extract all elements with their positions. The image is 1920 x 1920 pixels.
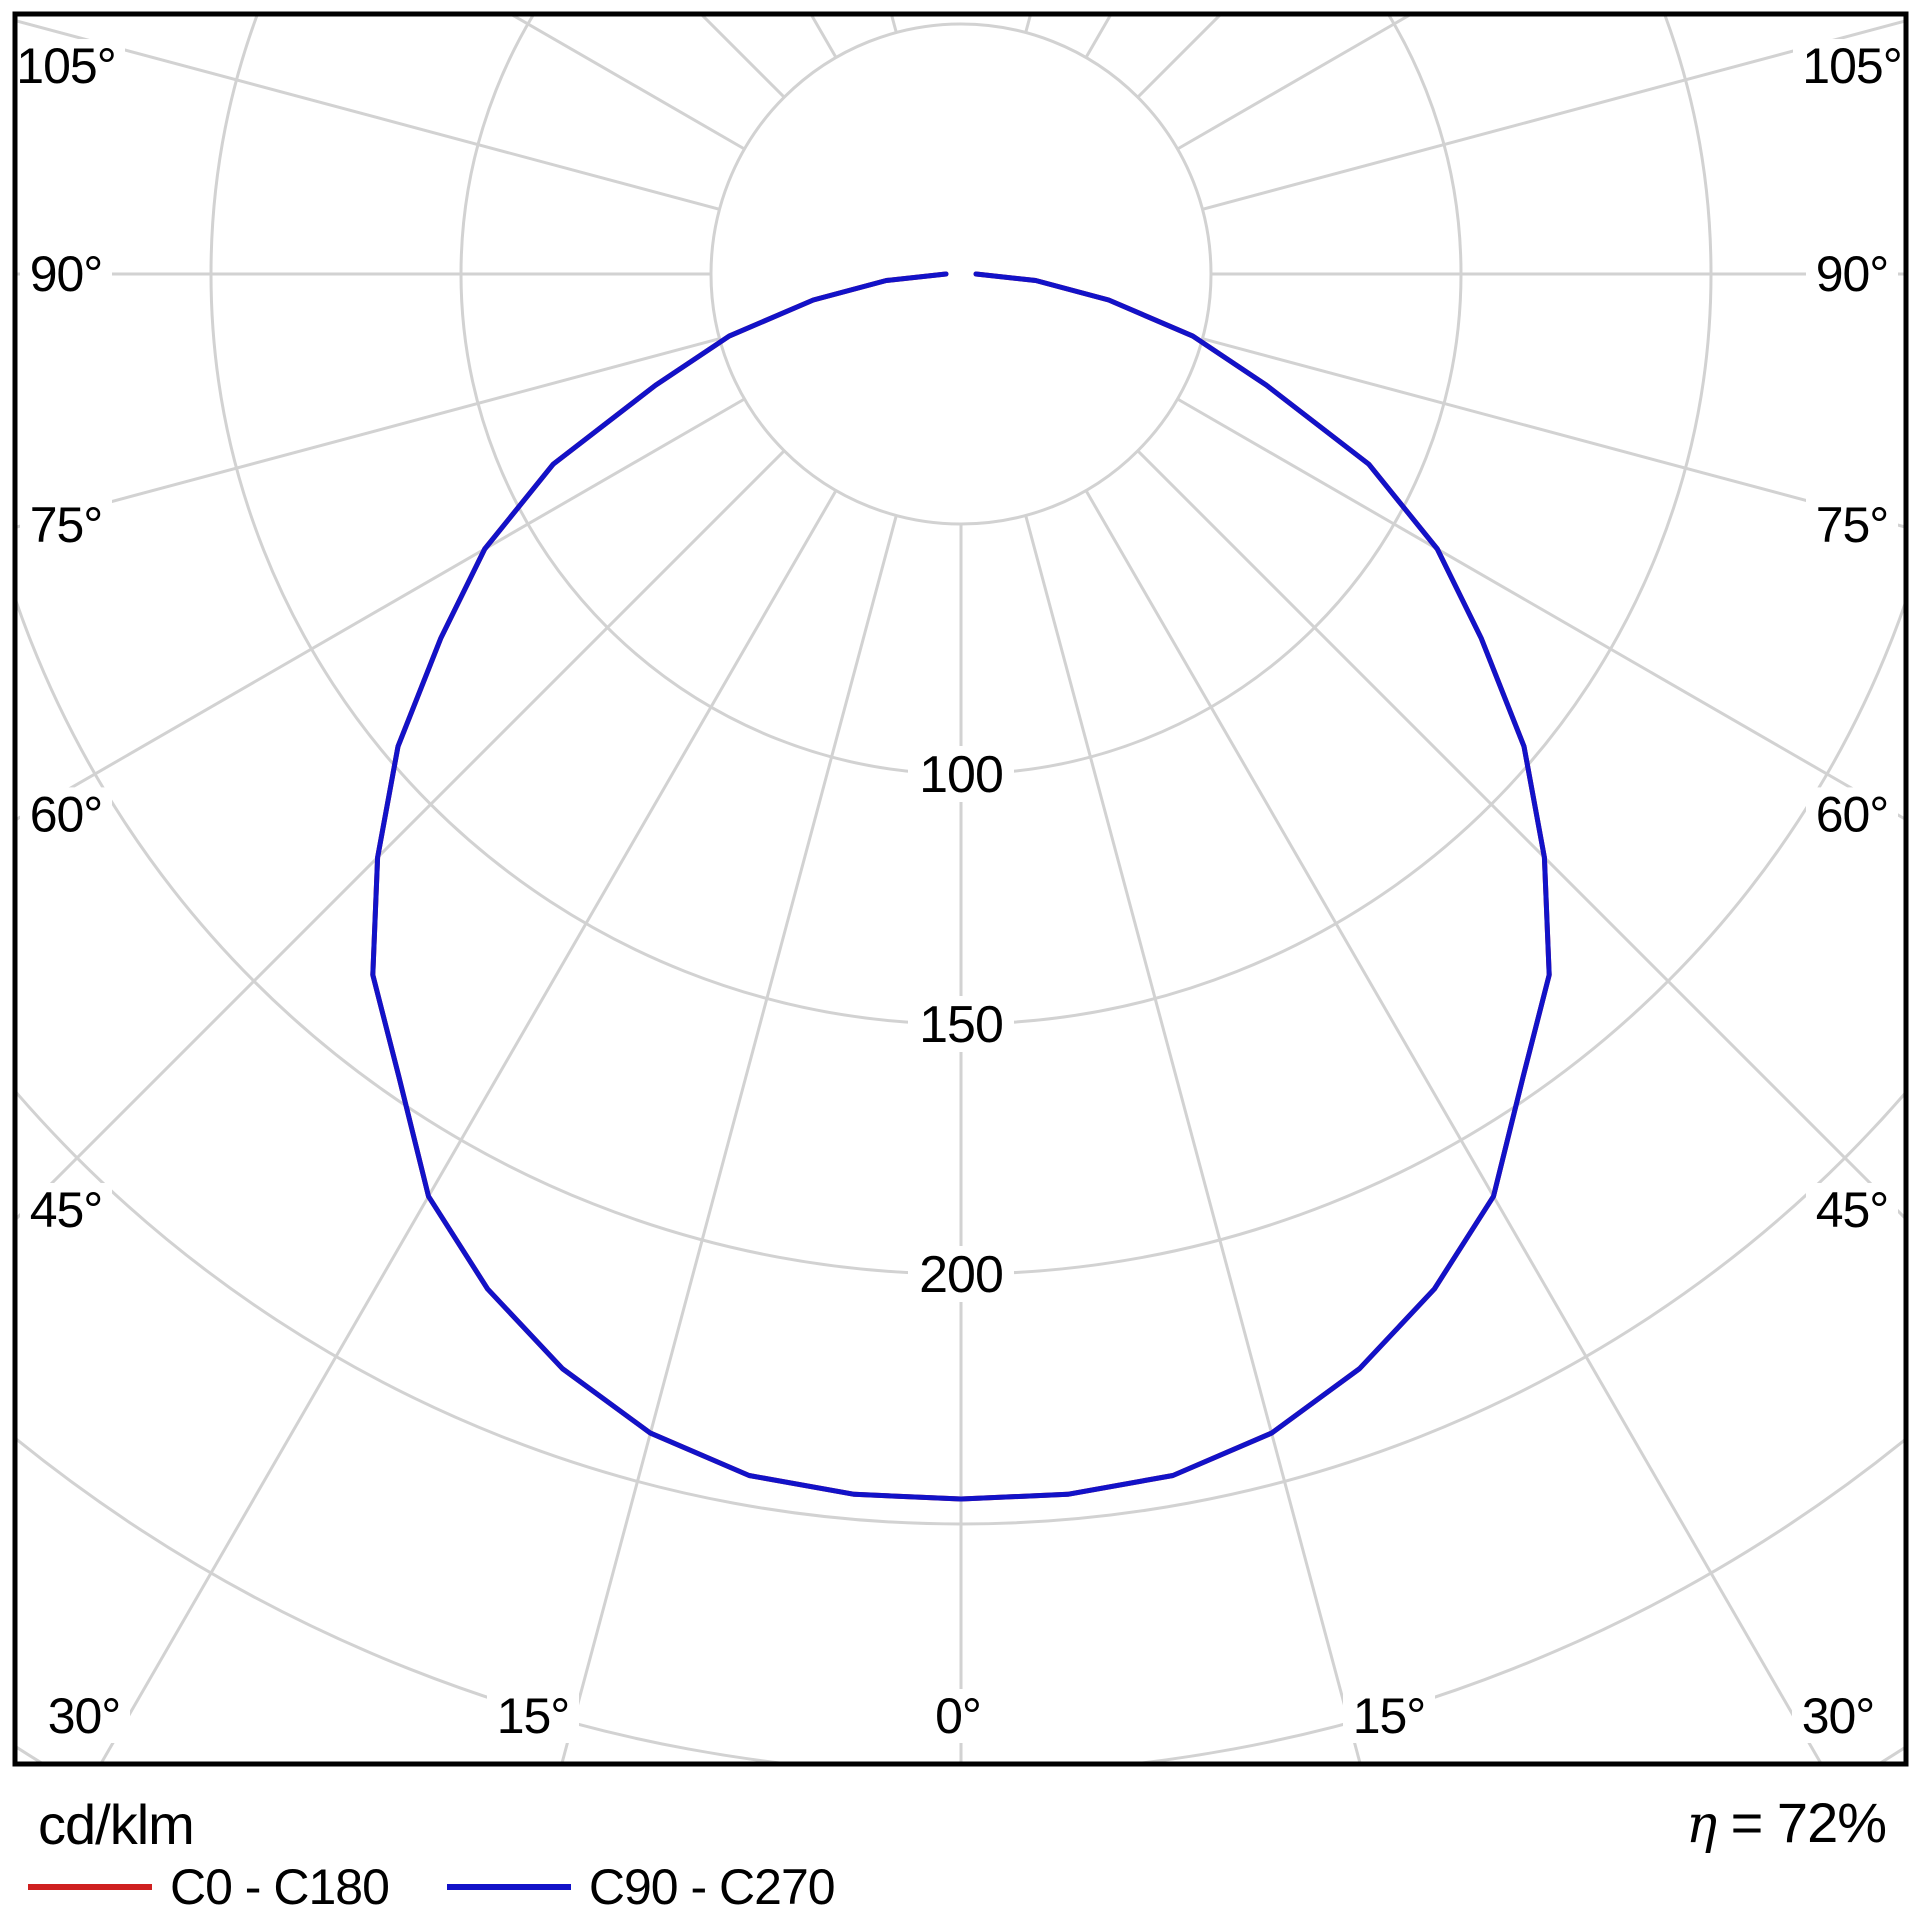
- legend-line-c90-c270: [446, 1884, 571, 1890]
- angle-label-75°: 75°: [1816, 497, 1889, 553]
- angle-label-75°: 75°: [30, 497, 103, 553]
- curve-c90-c270: [370, 271, 1552, 1502]
- angle-label-bg: [1793, 39, 1911, 93]
- grid-spoke-105: [1202, 19, 1904, 211]
- angle-label-bg: [38, 1689, 130, 1743]
- angle-label-30°: 30°: [1802, 1688, 1875, 1744]
- legend-label-c0-c180: C0 - C180: [170, 1859, 390, 1915]
- angle-label-90°: 90°: [1816, 246, 1889, 302]
- angle-label-15°: 15°: [497, 1688, 570, 1744]
- ring-label-200: 200: [919, 1246, 1003, 1304]
- grid-spoke--105: [17, 19, 720, 211]
- angle-label-105°: 105°: [16, 38, 115, 94]
- angle-label-60°: 60°: [1816, 786, 1889, 842]
- angle-label-30°: 30°: [48, 1688, 121, 1744]
- angle-label-bg: [1806, 787, 1898, 842]
- chart-border: [12, 11, 1909, 1767]
- legend: C0 - C180 C90 - C270: [28, 1858, 836, 1916]
- eta-symbol: η: [1685, 1795, 1717, 1855]
- ring-label-bg: [908, 746, 1014, 802]
- angle-label-bg: [1792, 1689, 1884, 1743]
- angle-label-bg: [487, 1689, 579, 1743]
- ring-label-bg: [908, 996, 1014, 1052]
- angle-label-bg: [925, 1689, 991, 1743]
- angle-label-bg: [7, 39, 125, 93]
- angle-label-15°: 15°: [1353, 1688, 1426, 1744]
- angle-label-45°: 45°: [30, 1182, 103, 1238]
- angle-label-bg: [1806, 247, 1898, 301]
- grid-spoke-45: [1136, 449, 1904, 1220]
- grid-spoke-75: [1202, 337, 1904, 529]
- legend-label-c90-c270: C90 - C270: [588, 1859, 836, 1915]
- efficiency-label: η = 72%: [1685, 1790, 1887, 1855]
- ring-label-bg: [908, 1246, 1014, 1302]
- grid-spoke--15: [560, 515, 898, 1762]
- angle-label-bg: [1806, 1183, 1898, 1237]
- angle-label-bg: [1806, 497, 1898, 552]
- grid-spoke--60: [17, 397, 746, 821]
- angle-label-90°: 90°: [30, 246, 103, 302]
- ring-labels: 100 150 200 105° 105° 90° 90° 75° 75° 60° 60° 45° 45…: [7, 38, 1911, 1744]
- angle-label-bg: [20, 497, 112, 552]
- angle-label-bg: [1343, 1689, 1435, 1743]
- eta-value: = 72%: [1730, 1791, 1887, 1854]
- angle-label-45°: 45°: [1816, 1182, 1889, 1238]
- angle-label-bg: [20, 1183, 112, 1237]
- ring-label-150: 150: [919, 996, 1003, 1054]
- angle-label-bg: [20, 247, 112, 301]
- angle-label-105°: 105°: [1802, 38, 1901, 94]
- legend-line-c0-c180: [28, 1884, 152, 1890]
- ring-label-100: 100: [919, 746, 1003, 804]
- angle-label-0°: 0°: [935, 1688, 981, 1744]
- grid-spoke--75: [17, 337, 720, 529]
- grid-spoke-15: [1024, 515, 1362, 1762]
- angle-label-bg: [20, 787, 112, 842]
- grid-ring-50: [709, 22, 1213, 526]
- grid-spoke--30: [100, 489, 838, 1762]
- grid-spoke-60: [1176, 397, 1904, 821]
- unit-label: cd/klm: [38, 1793, 195, 1856]
- grid-spoke-30: [1084, 489, 1822, 1762]
- angle-label-60°: 60°: [30, 786, 103, 842]
- grid-spoke--45: [17, 449, 786, 1221]
